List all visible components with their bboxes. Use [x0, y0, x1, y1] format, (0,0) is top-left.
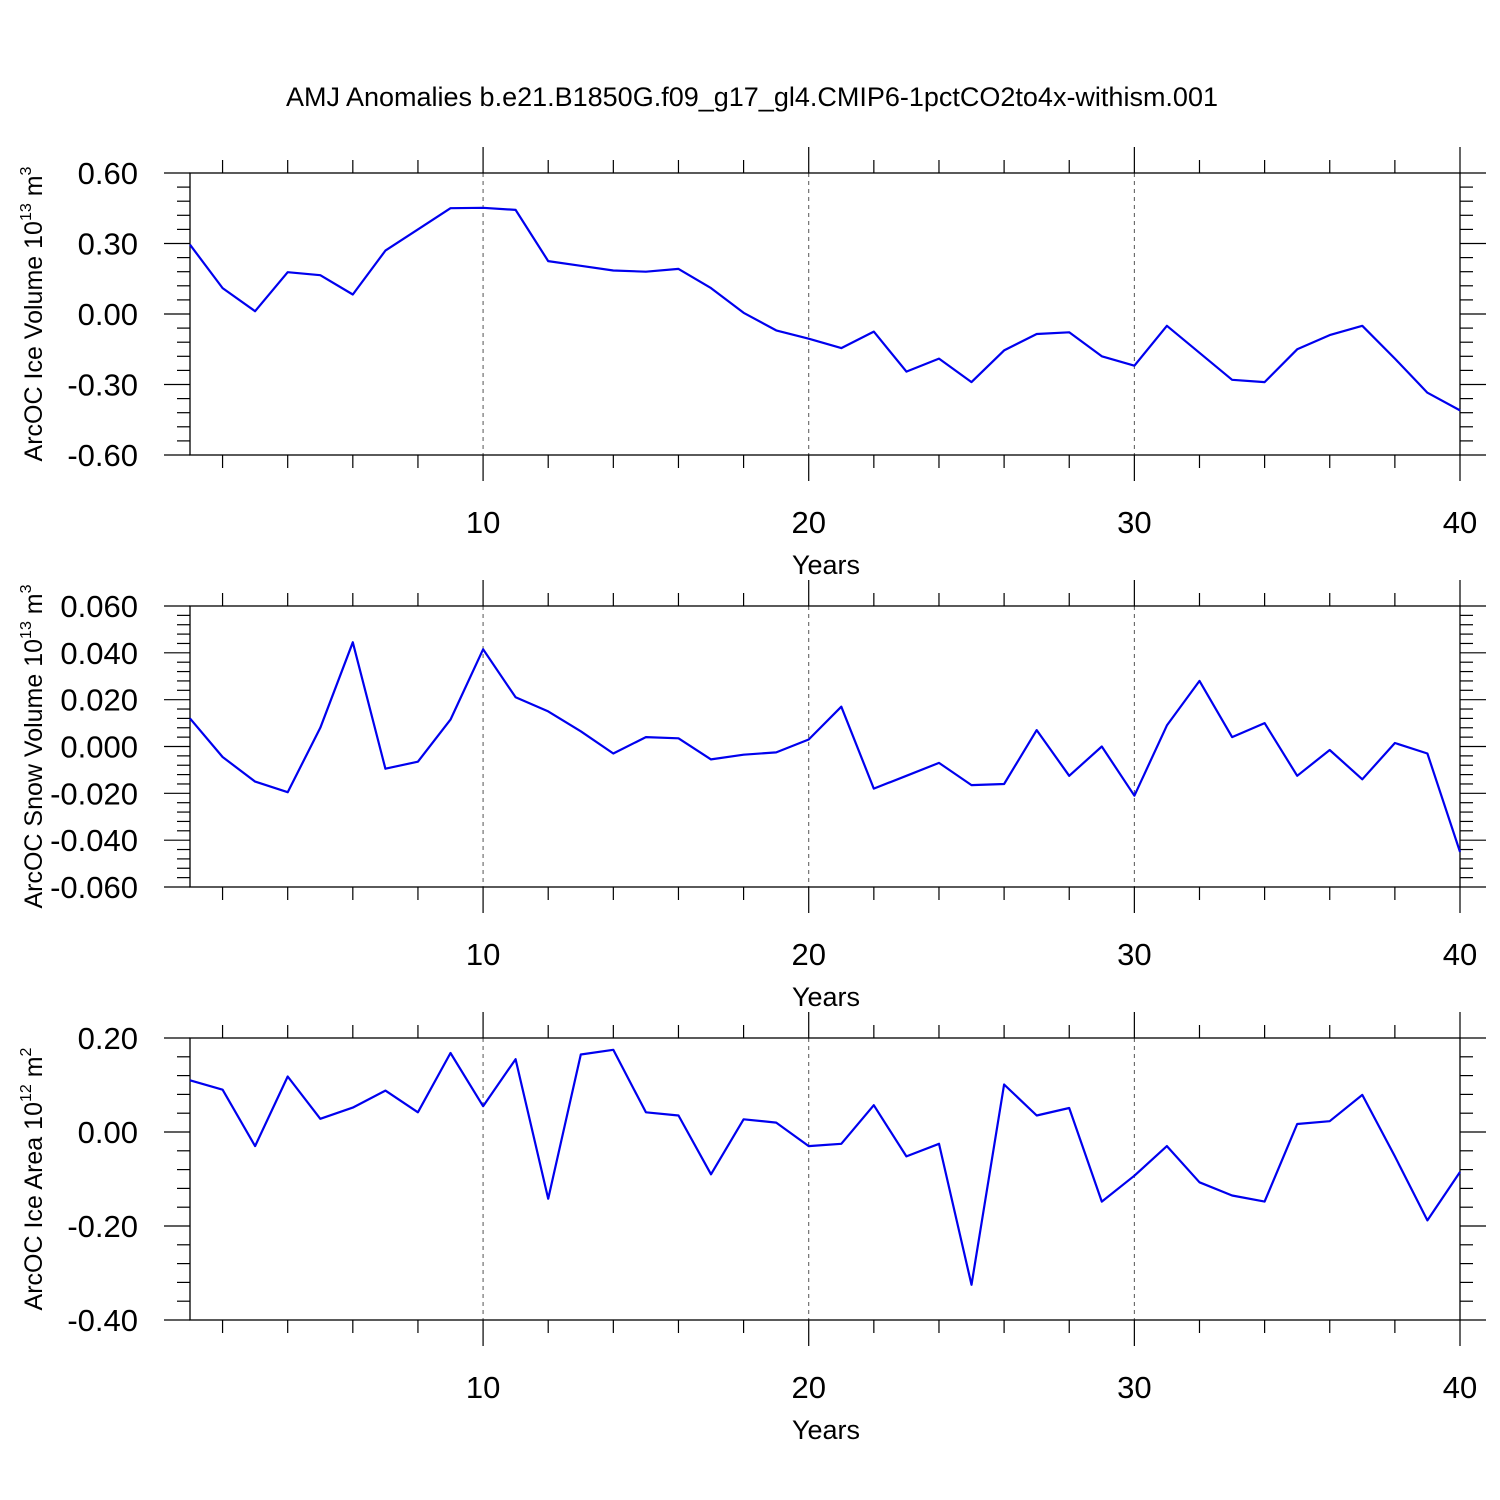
x-axis-label: Years — [792, 550, 860, 580]
panel-1: 10 20 30 40 Years 0.60 0.30 0.00 -0.30 -0.60 ArcOC… — [18, 147, 1486, 580]
y-tick-label: 0.60 — [78, 156, 138, 191]
x-tick-label: 40 — [1443, 937, 1477, 972]
x-tick-label: 40 — [1443, 505, 1477, 540]
y-tick-label: 0.00 — [78, 297, 138, 332]
x-tick-label: 20 — [791, 505, 825, 540]
x-tick-label: 20 — [791, 1370, 825, 1405]
y-tick-label: 0.040 — [60, 636, 138, 671]
y-axis-label: ArcOC Ice Volume 1013 m3 — [18, 166, 48, 461]
y-tick-label: 0.00 — [78, 1115, 138, 1150]
y-tick-label: -0.60 — [67, 438, 138, 473]
series-line — [189, 641, 1462, 853]
x-tick-label: 30 — [1117, 1370, 1151, 1405]
y-tick-label: -0.30 — [67, 368, 138, 403]
y-tick-label: -0.20 — [67, 1209, 138, 1244]
x-tick-label: 30 — [1117, 937, 1151, 972]
plot-frame — [189, 172, 1461, 456]
y-tick-label: -0.040 — [50, 823, 138, 858]
y-tick-label: 0.30 — [78, 227, 138, 262]
y-tick-label: -0.020 — [50, 776, 138, 811]
series-line — [189, 1048, 1461, 1286]
y-tick-label: 0.060 — [60, 589, 138, 624]
x-tick-label: 20 — [791, 937, 825, 972]
y-tick-label: 0.020 — [60, 683, 138, 718]
y-tick-label: -0.40 — [67, 1303, 138, 1338]
x-axis-label: Years — [792, 1415, 860, 1445]
y-axis-label: ArcOC Ice Area 1012 m2 — [18, 1047, 48, 1310]
y-tick-label: -0.060 — [50, 870, 138, 905]
x-tick-label: 10 — [466, 505, 500, 540]
y-tick-label: 0.20 — [78, 1021, 138, 1056]
panel-3: 10 20 30 40 Years 0.20 0.00 -0.20 -0.40 ArcOC Ice… — [18, 1012, 1486, 1445]
series-line — [189, 206, 1461, 412]
chart-title: AMJ Anomalies b.e21.B1850G.f09_g17_gl4.C… — [286, 82, 1218, 112]
x-tick-label: 40 — [1443, 1370, 1477, 1405]
x-tick-label: 10 — [466, 1370, 500, 1405]
y-axis-label: ArcOC Snow Volume 1013 m3 — [18, 584, 48, 908]
plot-frame — [189, 1037, 1461, 1321]
panel-2: 10 20 30 40 Years 0.060 0.040 0.020 0.000 -0.020 -… — [18, 580, 1486, 1012]
chart-panels: 10 20 30 40 Years 0.60 0.30 0.00 -0.30 -0.60 ArcOC… — [18, 147, 1486, 1445]
x-tick-label: 10 — [466, 937, 500, 972]
x-tick-label: 30 — [1117, 505, 1151, 540]
y-tick-label: 0.000 — [60, 730, 138, 765]
x-axis-label: Years — [792, 982, 860, 1012]
